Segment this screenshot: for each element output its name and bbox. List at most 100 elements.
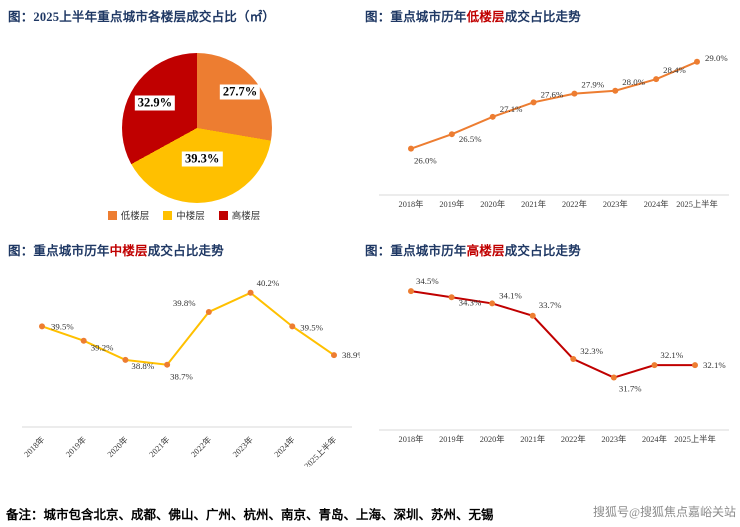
data-label: 27.1% (500, 104, 523, 114)
high-floor-trend-title: 图：重点城市历年高楼层成交占比走势 (365, 240, 737, 259)
legend-item: 低楼层 (107, 208, 149, 222)
title-text: 成交占比走势 (147, 244, 224, 258)
x-tick-label: 2020年 (480, 434, 505, 444)
x-tick-label: 2020年 (105, 434, 130, 459)
data-label: 38.7% (170, 372, 193, 382)
data-point (289, 323, 296, 330)
data-point (408, 145, 414, 152)
low-floor-line-chart: 26.0% 26.5% 27.1% 27.6% 27.9% 28.0% 28.4% 29.0%… (379, 53, 729, 209)
x-tick-label: 2021年 (147, 434, 172, 459)
trend-line (410, 60, 698, 150)
data-point (448, 131, 455, 138)
legend-item: 高楼层 (218, 208, 261, 222)
data-point (331, 352, 337, 359)
data-point (247, 289, 254, 296)
x-tick-label: 2025上半年 (302, 434, 338, 467)
data-point (164, 361, 171, 368)
legend-swatch (107, 210, 117, 220)
x-tick-label: 2022年 (189, 434, 214, 459)
title-text: 成交占比走势 (504, 244, 581, 258)
title-keyword: 中楼层 (109, 244, 148, 258)
data-point (39, 323, 45, 330)
data-point (692, 362, 698, 369)
data-point (489, 113, 496, 120)
data-point (489, 300, 496, 307)
x-tick-label: 2023年 (230, 434, 255, 459)
trend-line (410, 290, 695, 379)
watermark: 搜狐号@搜狐焦点嘉峪关站 (592, 505, 736, 519)
title-keyword: 低楼层 (466, 10, 505, 24)
mid-floor-trend-title: 图：重点城市历年中楼层成交占比走势 (8, 240, 360, 259)
pie-slice-label: 39.3% (182, 151, 223, 167)
data-label: 31.7% (619, 384, 642, 394)
data-label: 26.0% (414, 156, 437, 166)
x-tick-label: 2025上半年 (676, 199, 718, 209)
pie-slice-label: 27.7% (219, 84, 261, 100)
legend-item: 中楼层 (163, 208, 205, 222)
x-tick-label: 2018年 (22, 434, 47, 459)
data-label: 32.1% (703, 360, 726, 370)
x-tick-label: 2025上半年 (674, 434, 716, 444)
x-tick-label: 2023年 (601, 434, 626, 444)
pie-chart-section: 图：2025上半年重点城市各楼层成交占比（㎡） 27.7% 39.3% 32.9% … (8, 6, 360, 234)
data-label: 34.5% (416, 276, 439, 286)
data-point (694, 58, 700, 65)
data-label: 39.2% (91, 343, 114, 353)
title-text: 成交占比走势 (504, 10, 581, 24)
title-keyword: 高楼层 (466, 244, 505, 258)
data-label: 40.2% (257, 278, 280, 288)
data-point (408, 288, 414, 295)
x-tick-label: 2022年 (561, 434, 586, 444)
legend-label: 中楼层 (176, 212, 205, 222)
data-point (651, 362, 658, 369)
x-tick-label: 2022年 (562, 199, 587, 209)
footer-note: 备注：城市包含北京、成都、佛山、广州、杭州、南京、青岛、上海、深圳、苏州、无锡 (6, 508, 494, 522)
data-label: 29.0% (705, 53, 728, 63)
x-tick-label: 2021年 (520, 434, 545, 444)
data-point (448, 294, 455, 301)
pie-chart-title: 图：2025上半年重点城市各楼层成交占比（㎡） (8, 10, 276, 24)
mid-floor-trend-section: 图：重点城市历年中楼层成交占比走势 39.5% 39.2% 38.8% 38.7% 39… (8, 240, 360, 470)
data-label: 26.5% (459, 134, 482, 144)
x-tick-label: 2020年 (480, 199, 505, 209)
x-tick-label: 2019年 (439, 434, 464, 444)
x-tick-label: 2021年 (521, 199, 546, 209)
data-label: 38.8% (131, 361, 154, 371)
legend-swatch (163, 210, 173, 220)
data-label: 39.8% (173, 298, 196, 308)
x-tick-label: 2024年 (644, 199, 669, 209)
data-label: 27.9% (581, 80, 604, 90)
data-point (610, 374, 617, 381)
pie-slice-label: 32.9% (134, 95, 176, 111)
data-label: 38.9% (342, 350, 360, 360)
low-floor-trend-title: 图：重点城市历年低楼层成交占比走势 (365, 6, 737, 25)
x-tick-label: 2018年 (399, 434, 424, 444)
title-text: 图：重点城市历年 (8, 244, 110, 258)
data-point (205, 308, 212, 315)
data-point (612, 87, 619, 94)
data-label: 27.6% (541, 89, 564, 99)
data-label: 28.0% (622, 77, 645, 87)
legend-label: 高楼层 (231, 212, 261, 222)
x-tick-label: 2024年 (272, 434, 297, 459)
data-label: 34.3% (459, 297, 482, 307)
high-floor-trend-section: 图：重点城市历年高楼层成交占比走势 34.5% 34.3% 34.1% 33.7% 32… (365, 240, 737, 462)
data-point (529, 312, 536, 319)
data-label: 32.1% (660, 350, 683, 360)
x-tick-label: 2019年 (439, 199, 464, 209)
data-point (530, 99, 537, 106)
data-point (571, 90, 578, 97)
data-label: 34.1% (499, 290, 522, 300)
data-label: 28.4% (663, 65, 686, 75)
data-label: 33.7% (539, 300, 562, 310)
legend-swatch (218, 210, 228, 220)
trend-line (41, 291, 335, 366)
floor-share-pie (122, 53, 272, 203)
data-point (122, 356, 129, 363)
x-tick-label: 2018年 (399, 199, 424, 209)
x-tick-label: 2024年 (642, 434, 667, 444)
x-tick-label: 2023年 (603, 199, 628, 209)
title-text: 图：重点城市历年 (365, 10, 467, 24)
x-tick-label: 2019年 (63, 434, 88, 459)
